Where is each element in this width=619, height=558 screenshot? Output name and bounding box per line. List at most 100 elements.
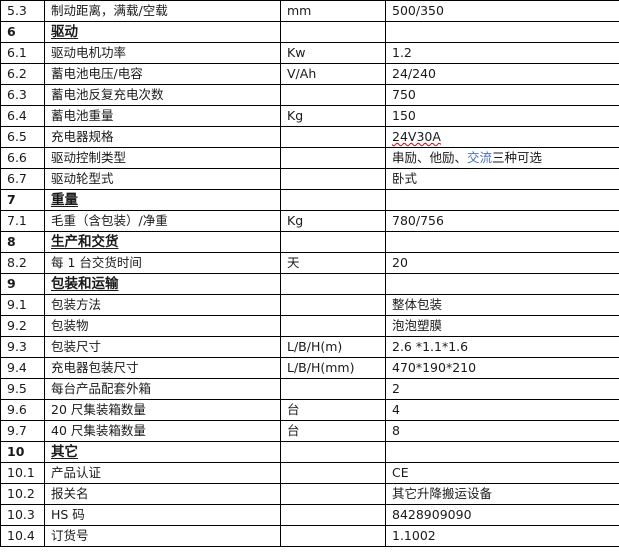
- value-text: 1.1002: [392, 528, 436, 543]
- cell-value: [385, 273, 619, 295]
- cell-item-number: 7.1: [0, 210, 45, 232]
- cell-item-number: 6.1: [0, 42, 45, 64]
- cell-item-number: 7: [0, 189, 45, 211]
- cell-value: 串励、他励、交流三种可选: [385, 147, 619, 169]
- cell-value: 20: [385, 252, 619, 274]
- cell-parameter-name: 制动距离，满载/空载: [44, 0, 281, 22]
- parameter-name-text: 40 尺集装箱数量: [51, 423, 146, 438]
- value-text: 150: [392, 108, 416, 123]
- value-text: 其它升降搬运设备: [392, 486, 493, 501]
- cell-unit: [280, 273, 386, 295]
- cell-item-number: 6: [0, 21, 45, 43]
- table-row: 9.6 20 尺集装箱数量 台 4: [0, 399, 619, 421]
- cell-unit: [280, 462, 386, 484]
- cell-parameter-name: 充电器包装尺寸: [44, 357, 281, 379]
- parameter-name-text: 包装和运输: [51, 276, 119, 292]
- cell-value: [385, 231, 619, 253]
- cell-unit: [280, 168, 386, 190]
- parameter-name-text: 报关名: [51, 486, 89, 501]
- cell-value: [385, 441, 619, 463]
- section-header-row: 6 驱动: [0, 21, 619, 43]
- cell-parameter-name: 生产和交货: [44, 231, 281, 253]
- cell-parameter-name: 每 1 台交货时间: [44, 252, 281, 274]
- cell-parameter-name: 蓄电池电压/电容: [44, 63, 281, 85]
- parameter-name-text: 蓄电池重量: [51, 108, 114, 123]
- cell-item-number: 9.4: [0, 357, 45, 379]
- cell-parameter-name: 40 尺集装箱数量: [44, 420, 281, 442]
- cell-unit: 台: [280, 420, 386, 442]
- cell-unit: [280, 126, 386, 148]
- cell-parameter-name: 驱动电机功率: [44, 42, 281, 64]
- value-text: 20: [392, 255, 408, 270]
- cell-unit: L/B/H(mm): [280, 357, 386, 379]
- cell-item-number: 9.1: [0, 294, 45, 316]
- cell-item-number: 6.4: [0, 105, 45, 127]
- cell-value: 8428909090: [385, 504, 619, 526]
- cell-value: 150: [385, 105, 619, 127]
- cell-value: 500/350: [385, 0, 619, 22]
- parameter-name-text: 产品认证: [51, 465, 102, 480]
- cell-parameter-name: 蓄电池反复充电次数: [44, 84, 281, 106]
- parameter-name-text: HS 码: [51, 507, 85, 522]
- cell-unit: [280, 84, 386, 106]
- cell-item-number: 6.5: [0, 126, 45, 148]
- value-text: 4: [392, 402, 400, 417]
- cell-unit: 天: [280, 252, 386, 274]
- value-text: 泡泡塑膜: [392, 318, 443, 333]
- table-row: 10.2 报关名 其它升降搬运设备: [0, 483, 619, 505]
- value-text: 750: [392, 87, 416, 102]
- table-row: 8.2 每 1 台交货时间 天 20: [0, 252, 619, 274]
- parameter-name-text: 蓄电池电压/电容: [51, 66, 143, 81]
- parameter-name-text: 驱动控制类型: [51, 150, 127, 165]
- table-row: 6.3 蓄电池反复充电次数 750: [0, 84, 619, 106]
- table-row: 10.1 产品认证 CE: [0, 462, 619, 484]
- cell-unit: V/Ah: [280, 63, 386, 85]
- parameter-name-text: 订货号: [51, 528, 89, 543]
- table-row: 6.6 驱动控制类型 串励、他励、交流三种可选: [0, 147, 619, 169]
- cell-item-number: 9: [0, 273, 45, 295]
- cell-value: 1.1002: [385, 525, 619, 547]
- cell-parameter-name: 驱动控制类型: [44, 147, 281, 169]
- cell-value: 8: [385, 420, 619, 442]
- cell-parameter-name: 包装物: [44, 315, 281, 337]
- parameter-name-text: 20 尺集装箱数量: [51, 402, 146, 417]
- value-text: 8: [392, 423, 400, 438]
- cell-parameter-name: HS 码: [44, 504, 281, 526]
- cell-value: 2.6 *1.1*1.6: [385, 336, 619, 358]
- cell-item-number: 9.3: [0, 336, 45, 358]
- cell-unit: [280, 441, 386, 463]
- table-row: 9.3 包装尺寸 L/B/H(m) 2.6 *1.1*1.6: [0, 336, 619, 358]
- cell-unit: [280, 294, 386, 316]
- cell-parameter-name: 蓄电池重量: [44, 105, 281, 127]
- cell-item-number: 10.4: [0, 525, 45, 547]
- cell-unit: [280, 21, 386, 43]
- cell-item-number: 5.3: [0, 0, 45, 22]
- value-text: 卧式: [392, 171, 418, 186]
- section-header-row: 7 重量: [0, 189, 619, 211]
- value-text: 780/756: [392, 213, 444, 228]
- section-header-row: 8 生产和交货: [0, 231, 619, 253]
- cell-value: [385, 189, 619, 211]
- cell-value: 470*190*210: [385, 357, 619, 379]
- cell-item-number: 8.2: [0, 252, 45, 274]
- cell-parameter-name: 产品认证: [44, 462, 281, 484]
- table-row: 9.7 40 尺集装箱数量 台 8: [0, 420, 619, 442]
- cell-parameter-name: 其它: [44, 441, 281, 463]
- cell-unit: [280, 378, 386, 400]
- table-row: 6.1 驱动电机功率 Kw 1.2: [0, 42, 619, 64]
- cell-unit: mm: [280, 0, 386, 22]
- table-row: 10.3 HS 码 8428909090: [0, 504, 619, 526]
- cell-unit: [280, 189, 386, 211]
- cell-parameter-name: 包装和运输: [44, 273, 281, 295]
- table-row: 6.5 充电器规格 24V30A: [0, 126, 619, 148]
- cell-item-number: 9.5: [0, 378, 45, 400]
- cell-item-number: 10.2: [0, 483, 45, 505]
- cell-parameter-name: 驱动轮型式: [44, 168, 281, 190]
- table-row: 9.4 充电器包装尺寸 L/B/H(mm) 470*190*210: [0, 357, 619, 379]
- cell-parameter-name: 毛重（含包装）/净重: [44, 210, 281, 232]
- table-row: 9.1 包装方法 整体包装: [0, 294, 619, 316]
- cell-unit: [280, 504, 386, 526]
- parameter-name-text: 每台产品配套外箱: [51, 381, 152, 396]
